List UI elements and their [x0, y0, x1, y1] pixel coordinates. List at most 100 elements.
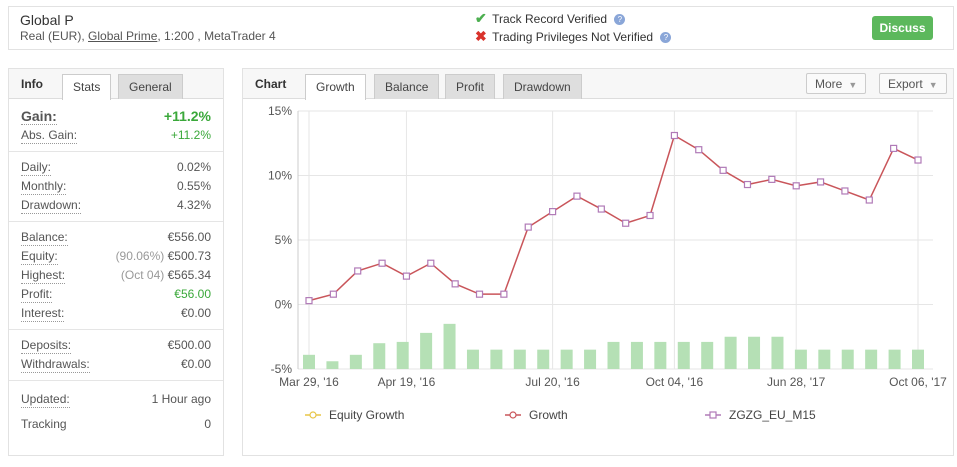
account-header: Global P Real (EUR), Global Prime, 1:200… [8, 6, 954, 50]
tab-profit[interactable]: Profit [445, 74, 496, 99]
highest-label[interactable]: Highest: [21, 268, 66, 284]
balance-label[interactable]: Balance: [21, 230, 68, 246]
drawdown-value: 4.32% [176, 198, 211, 212]
updated-row: Updated: 1 Hour ago [21, 387, 211, 412]
stats-tabbar: Info Stats General [9, 69, 223, 100]
chart-tabbar: Chart Growth Balance Profit Drawdown Mor… [243, 69, 953, 100]
monthly-label[interactable]: Monthly: [21, 179, 67, 195]
legend-marker [509, 411, 517, 419]
equity-percent: (90.06%) [115, 249, 165, 263]
data-point [890, 144, 898, 153]
tracking-value: 0 [204, 417, 211, 431]
drawdown-label[interactable]: Drawdown: [21, 198, 82, 214]
help-icon[interactable]: ? [660, 32, 672, 43]
data-point [768, 175, 776, 183]
interest-value: €0.00 [180, 306, 211, 320]
gain-label[interactable]: Gain: [21, 108, 57, 125]
growth-chart[interactable]: 15% 10% 5% 0% -5%Mar 29, '16 Apr 19, '16 Jul 2… [243, 99, 955, 457]
abs-gain-row: Abs. Gain: +11.2% [21, 126, 211, 145]
data-point [914, 156, 922, 164]
volume-bar [513, 349, 526, 369]
x-tick-label: Oct 06, '17 [889, 375, 947, 389]
export-label: Export [888, 77, 923, 91]
abs-gain-label[interactable]: Abs. Gain: [21, 128, 78, 144]
data-point [670, 131, 678, 140]
account-type: Real (EUR), [20, 29, 85, 43]
trading-privileges-status: ✖ Trading Privileges Not Verified ? [475, 28, 672, 45]
data-point [549, 208, 557, 216]
deposits-label[interactable]: Deposits: [21, 338, 72, 354]
volume-bar [303, 354, 315, 369]
volume-bar [771, 336, 784, 369]
updated-label[interactable]: Updated: [21, 392, 70, 408]
highest-date: (Oct 04) [120, 268, 165, 282]
legend-marker [709, 411, 717, 419]
gain-row: Gain: +11.2% [21, 107, 211, 126]
x-tick-label: Mar 29, '16 [279, 375, 339, 389]
volume-bar [865, 349, 878, 369]
x-tick-label: Oct 04, '16 [646, 375, 704, 389]
tab-drawdown[interactable]: Drawdown [503, 74, 582, 99]
tab-general[interactable]: General [118, 74, 183, 99]
data-point [329, 290, 337, 298]
deposits-value: €500.00 [167, 338, 211, 352]
y-tick-label: 5% [275, 233, 293, 247]
volume-bar [396, 341, 409, 369]
volume-bar [794, 349, 807, 369]
profit-label[interactable]: Profit: [21, 287, 53, 303]
broker-link[interactable]: Global Prime [88, 29, 158, 43]
more-dropdown[interactable]: More ▼ [806, 73, 867, 94]
abs-gain-value: +11.2% [170, 128, 211, 142]
legend-marker [309, 411, 317, 419]
data-point [378, 259, 386, 267]
more-label: More [815, 77, 843, 91]
withdrawals-label[interactable]: Withdrawals: [21, 357, 90, 373]
data-point [402, 272, 411, 280]
highest-row: Highest: (Oct 04) €565.34 [21, 266, 211, 285]
discuss-button[interactable]: Discuss [872, 16, 933, 40]
data-point [695, 146, 703, 154]
divider [9, 221, 223, 222]
equity-row: Equity: (90.06%) €500.73 [21, 247, 211, 266]
tab-info[interactable]: Info [21, 77, 43, 91]
help-icon[interactable]: ? [614, 14, 626, 25]
interest-label[interactable]: Interest: [21, 306, 65, 322]
volume-bar [373, 343, 386, 369]
volume-bar [537, 349, 550, 369]
data-point [451, 280, 459, 288]
drawdown-row: Drawdown: 4.32% [21, 196, 211, 215]
volume-bar [466, 349, 479, 369]
data-point [500, 290, 508, 298]
data-point [816, 178, 825, 186]
equity-label[interactable]: Equity: [21, 249, 58, 265]
volume-bar [349, 354, 362, 369]
equity-value-group: (90.06%) €500.73 [116, 247, 211, 266]
updated-value: 1 Hour ago [151, 392, 211, 406]
trading-privileges-label: Trading Privileges Not Verified [492, 30, 654, 44]
legend-label: Growth [529, 408, 568, 422]
highest-value: €565.34 [167, 268, 211, 282]
data-point [354, 267, 362, 275]
daily-label[interactable]: Daily: [21, 160, 52, 176]
tab-stats[interactable]: Stats [62, 74, 112, 100]
tab-balance[interactable]: Balance [374, 74, 440, 99]
deposits-row: Deposits: €500.00 [21, 336, 211, 355]
legend-label: ZGZG_EU_M15 [729, 408, 816, 422]
volume-bar [584, 349, 597, 369]
data-point [524, 223, 532, 231]
data-point [475, 290, 484, 298]
withdrawals-value: €0.00 [180, 357, 211, 371]
data-point [743, 180, 752, 189]
tab-growth[interactable]: Growth [305, 74, 366, 100]
leverage-platform: , 1:200 , MetaTrader 4 [157, 29, 276, 43]
y-tick-label: 10% [268, 169, 292, 183]
volume-bar [490, 349, 503, 369]
volume-bar [654, 341, 667, 369]
stats-panel: Info Stats General Gain: +11.2% Abs. Gai… [8, 68, 224, 456]
y-tick-label: 0% [275, 298, 293, 312]
export-dropdown[interactable]: Export ▼ [879, 73, 947, 94]
volume-bar [912, 349, 924, 369]
tracking-label: Tracking [21, 417, 67, 431]
data-point [865, 196, 873, 204]
data-point [427, 259, 435, 267]
